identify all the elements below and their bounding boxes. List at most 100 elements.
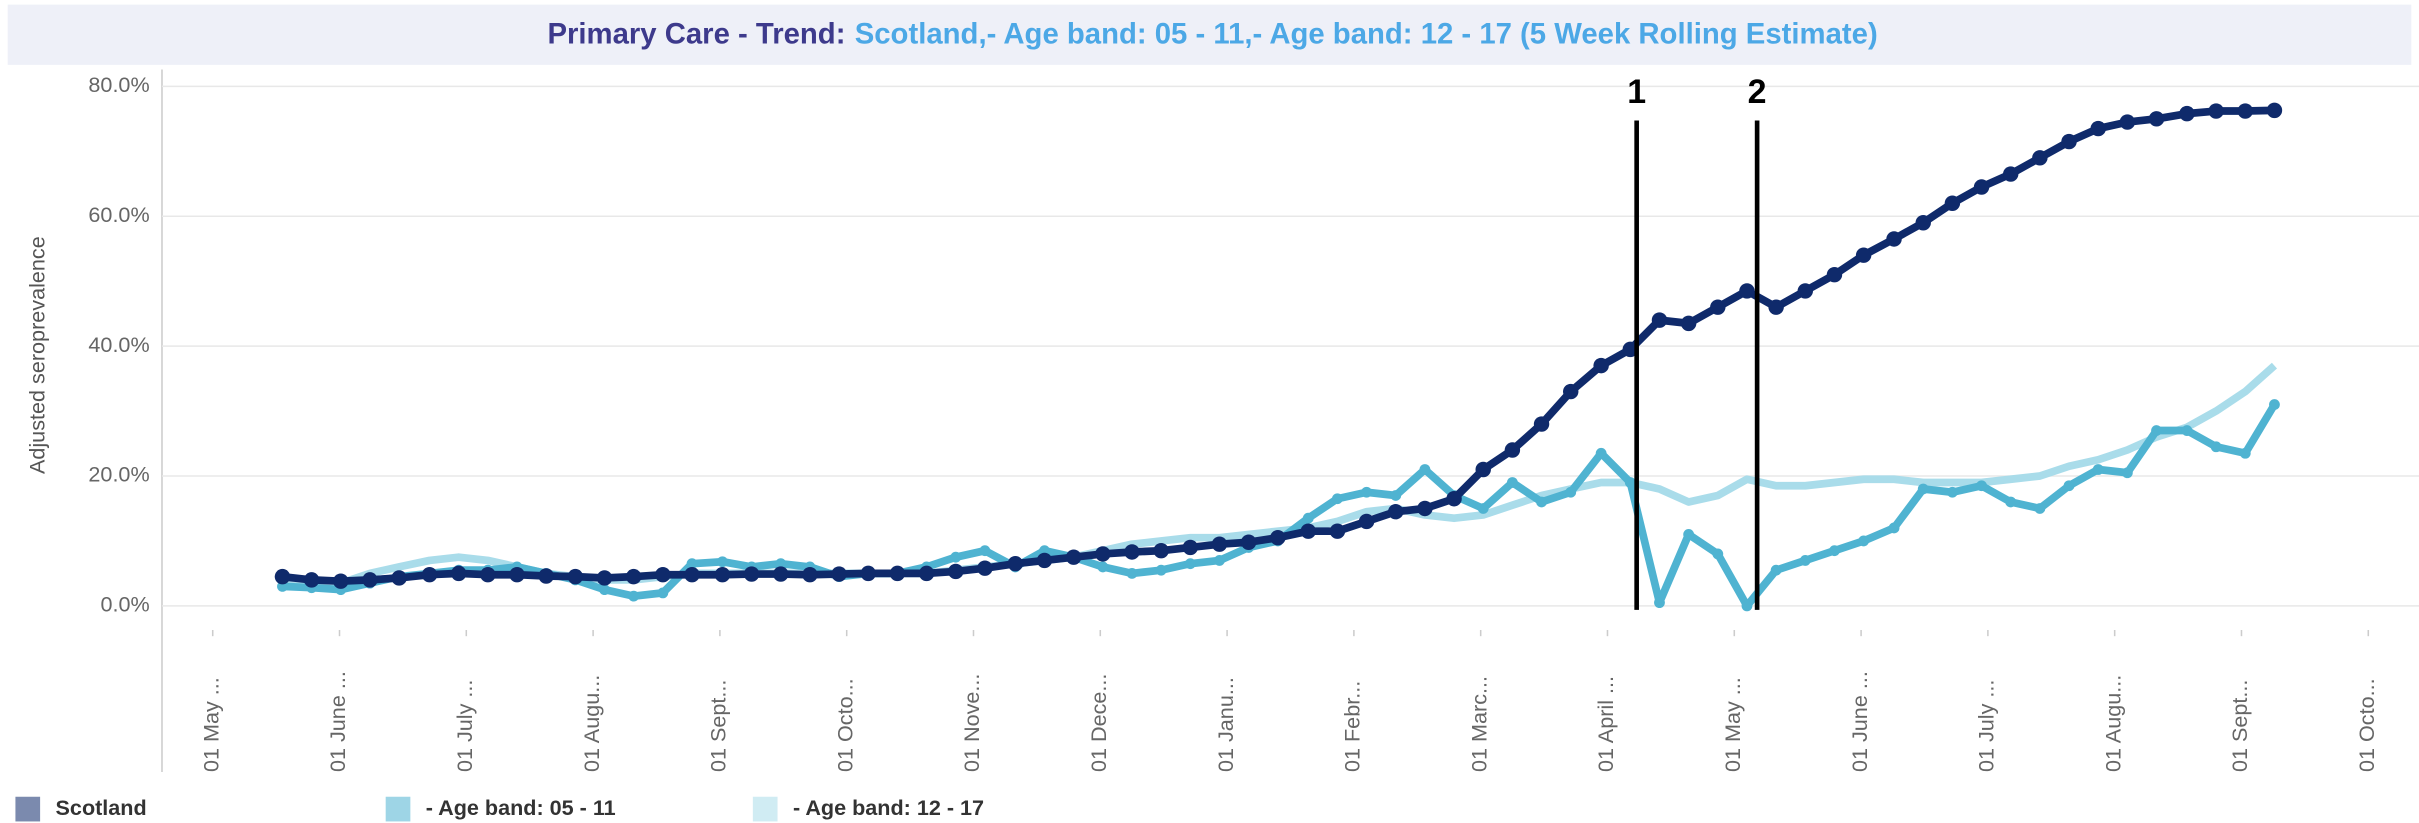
- data-point: [2181, 425, 2193, 436]
- data-point: [599, 584, 610, 596]
- data-point: [1097, 561, 1109, 573]
- data-point: [2208, 103, 2224, 119]
- data-point: [538, 568, 554, 584]
- data-point: [1886, 231, 1902, 247]
- data-point: [860, 565, 876, 582]
- data-point: [2237, 103, 2253, 119]
- data-point: [684, 566, 700, 583]
- x-tick-label: 01 July ...: [1974, 680, 1999, 772]
- data-point: [628, 590, 640, 602]
- data-point: [714, 566, 731, 583]
- data-point: [948, 563, 964, 580]
- data-point: [2121, 467, 2133, 479]
- legend-item: - Age band: 05 - 11: [385, 795, 616, 822]
- data-point: [773, 566, 789, 582]
- title-bar: [7, 4, 2412, 65]
- data-point: [1654, 597, 1665, 609]
- data-point: [1419, 464, 1431, 475]
- data-point: [333, 573, 349, 589]
- data-point: [303, 572, 320, 588]
- data-point: [1533, 416, 1550, 432]
- y-tick-label: 20.0%: [88, 462, 149, 487]
- data-point: [1855, 247, 1872, 263]
- data-point: [1680, 315, 1697, 332]
- data-point: [391, 570, 407, 586]
- data-point: [1829, 545, 1840, 557]
- data-point: [1624, 477, 1636, 488]
- data-point: [1417, 500, 1433, 517]
- x-tick-label: 01 Sept...: [2227, 680, 2252, 772]
- data-point: [977, 560, 993, 576]
- data-point: [450, 565, 467, 582]
- x-tick-label: 01 Sept...: [706, 680, 731, 772]
- data-point: [1858, 535, 1870, 547]
- data-point: [1007, 555, 1024, 572]
- data-point: [1124, 544, 1140, 560]
- data-point: [1712, 548, 1724, 560]
- x-tick-label: 01 Octo...: [832, 678, 857, 772]
- x-tick-label: 01 Augu...: [579, 675, 604, 772]
- data-point: [743, 566, 760, 582]
- data-point: [1477, 503, 1489, 514]
- data-point: [1683, 529, 1695, 540]
- annotation-label: 2: [1748, 73, 1767, 111]
- data-point: [1388, 503, 1404, 520]
- data-point: [889, 565, 906, 582]
- data-point: [1565, 486, 1577, 498]
- data-point: [1797, 283, 1814, 299]
- data-point: [1240, 534, 1257, 550]
- data-point: [274, 568, 291, 585]
- data-point: [1536, 496, 1547, 508]
- data-point: [480, 566, 496, 583]
- data-point: [979, 545, 991, 557]
- x-tick-label: 01 June ...: [325, 671, 350, 772]
- series-line: [282, 362, 2278, 588]
- data-point: [1270, 529, 1286, 546]
- legend-label: Scotland: [56, 795, 147, 820]
- data-point: [1888, 522, 1900, 534]
- data-point: [1917, 483, 1929, 495]
- data-point: [1329, 523, 1346, 539]
- x-tick-label: 01 Augu...: [2100, 675, 2125, 772]
- data-point: [1739, 283, 1755, 299]
- data-point: [918, 565, 935, 582]
- title-main: Primary Care - Trend:: [547, 17, 845, 50]
- data-point: [1946, 486, 1958, 498]
- data-point: [1332, 493, 1343, 505]
- data-point: [831, 566, 847, 582]
- data-point: [2063, 480, 2075, 492]
- data-point: [1065, 549, 1082, 565]
- data-point: [2266, 102, 2283, 119]
- legend-swatch: [752, 796, 778, 822]
- data-point: [1768, 299, 1784, 315]
- data-point: [1036, 552, 1053, 569]
- data-point: [655, 566, 671, 583]
- x-tick-label: 01 June ...: [1847, 671, 1872, 772]
- data-point: [1126, 568, 1138, 579]
- data-point: [2032, 150, 2048, 166]
- data-point: [1595, 447, 1607, 459]
- data-point: [717, 556, 728, 568]
- data-point: [1504, 442, 1521, 458]
- data-point: [1973, 179, 1990, 195]
- data-point: [1361, 486, 1372, 498]
- data-point: [596, 570, 613, 586]
- data-point: [1214, 555, 1225, 566]
- data-point: [1593, 357, 1609, 374]
- data-point: [1155, 564, 1167, 576]
- data-point: [1446, 491, 1462, 507]
- legend-label: - Age band: 12 - 17: [793, 795, 984, 820]
- data-point: [2269, 399, 2280, 410]
- data-point: [1184, 558, 1196, 570]
- x-tick-label: 01 Marc...: [1466, 676, 1491, 772]
- data-point: [1799, 555, 1811, 566]
- x-tick-label: 01 Nove...: [959, 674, 984, 772]
- data-point: [1944, 195, 1961, 211]
- data-point: [1826, 266, 1843, 283]
- data-point: [1300, 523, 1316, 539]
- data-point: [1915, 215, 1931, 231]
- data-point: [1651, 312, 1668, 328]
- data-point: [2061, 133, 2077, 150]
